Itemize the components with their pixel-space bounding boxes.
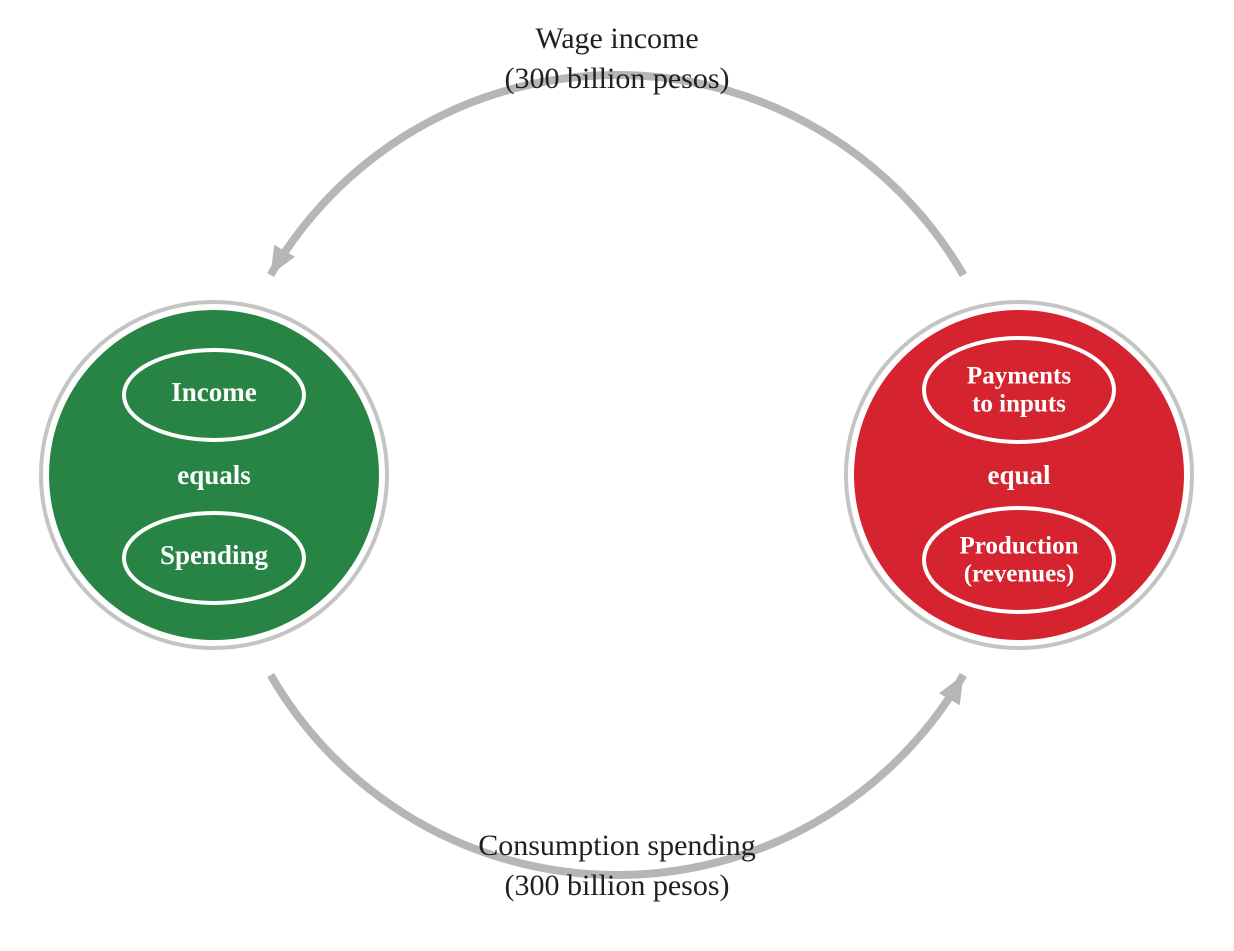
left-node-bottom-label: Spending <box>160 540 269 570</box>
bottom-flow-label-line1: Consumption spending <box>478 829 756 862</box>
right-node-bot-label-l2: (revenues) <box>964 561 1075 588</box>
top-arc <box>271 75 964 275</box>
right-node-bot-label-l1: Production <box>960 533 1079 560</box>
right-node-mid-label: equal <box>987 460 1051 490</box>
top-flow-label-line2: (300 billion pesos) <box>505 62 730 95</box>
top-flow-label: Wage income (300 billion pesos) <box>505 22 730 95</box>
top-flow-label-line1: Wage income <box>535 22 698 55</box>
left-node-mid-label: equals <box>177 460 251 490</box>
right-node-top-label-l2: to inputs <box>972 391 1066 418</box>
right-node-top-label-l1: Payments <box>967 363 1071 390</box>
left-node-top-label: Income <box>171 377 256 407</box>
circular-flow-diagram: Wage income (300 billion pesos) Consumpt… <box>0 0 1234 951</box>
bottom-flow-label-line2: (300 billion pesos) <box>505 869 730 902</box>
firms-node: Payments to inputs equal Production (rev… <box>846 302 1192 648</box>
households-node: Income equals Spending <box>41 302 387 648</box>
